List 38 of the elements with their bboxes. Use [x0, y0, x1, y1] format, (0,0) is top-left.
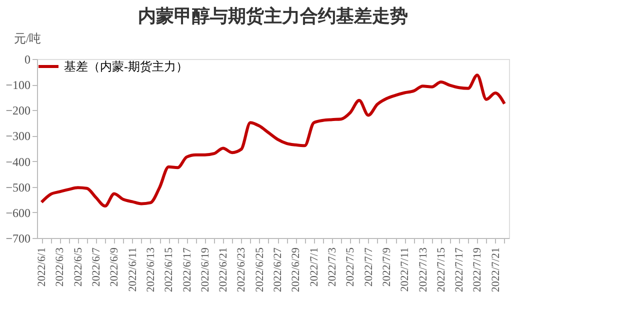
y-tick-label: −600 — [6, 206, 30, 220]
x-tick-label: 2022/6/1 — [36, 248, 48, 287]
x-tick-label: 2022/6/17 — [181, 247, 194, 292]
y-tick-label: −300 — [6, 129, 30, 144]
x-tick-label: 2022/6/21 — [218, 248, 230, 292]
x-tick-label: 2022/6/9 — [108, 247, 121, 287]
x-tick-label: 2022/7/19 — [472, 247, 484, 292]
x-tick-label: 2022/6/3 — [54, 247, 66, 287]
x-tick-label: 2022/6/19 — [199, 247, 212, 292]
y-tick-label: 0 — [24, 52, 30, 66]
x-tick-label: 2022/6/23 — [236, 247, 248, 292]
x-tick-label: 2022/6/27 — [272, 247, 284, 292]
x-tick-label: 2022/7/5 — [344, 247, 357, 287]
y-tick-label: −100 — [6, 78, 30, 92]
x-tick-label: 2022/6/13 — [144, 247, 157, 292]
chart-title: 内蒙甲醇与期货主力合约基差走势 — [138, 6, 408, 26]
x-tick-label: 2022/7/7 — [362, 247, 375, 287]
legend-label: 基差（内蒙-期货主力） — [64, 60, 188, 74]
line-series — [40, 74, 506, 208]
x-tick-label: 2022/7/21 — [490, 248, 502, 292]
x-tick-label: 2022/6/25 — [254, 247, 266, 292]
x-tick-label: 2022/7/1 — [308, 248, 320, 287]
x-tick-label: 2022/7/9 — [380, 247, 393, 287]
x-tick-label: 2022/6/7 — [90, 247, 102, 287]
x-tick-label: 2022/7/13 — [417, 247, 430, 292]
x-tick-label: 2022/7/3 — [326, 247, 338, 287]
y-tick-label: −700 — [6, 232, 30, 246]
x-tick-label: 2022/7/11 — [399, 248, 412, 292]
x-tick-label: 2022/6/15 — [163, 247, 176, 292]
x-tick-label: 2022/7/15 — [435, 247, 448, 292]
y-axis-title: 元/吨 — [14, 32, 42, 46]
y-tick-label: −200 — [6, 104, 30, 118]
y-tick-label: −500 — [6, 180, 30, 194]
x-tick-label: 2022/6/11 — [126, 248, 139, 292]
y-tick-label: −400 — [6, 154, 30, 169]
x-tick-label: 2022/6/29 — [290, 247, 302, 292]
x-tick-label: 2022/6/5 — [72, 247, 84, 287]
x-tick-label: 2022/7/17 — [454, 247, 466, 292]
